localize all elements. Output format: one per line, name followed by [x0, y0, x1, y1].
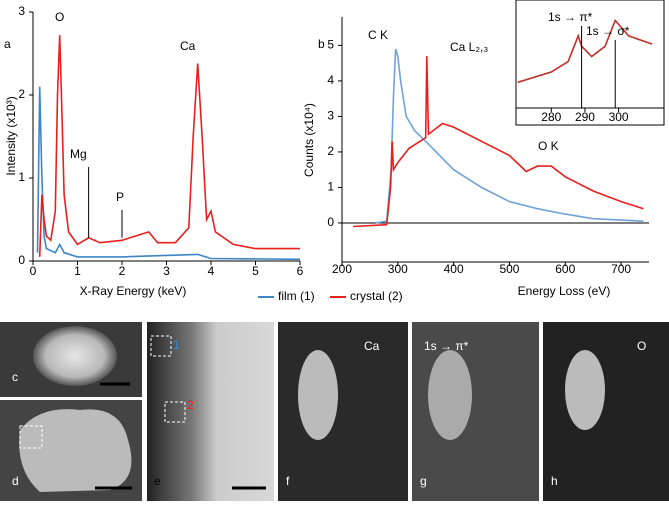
- image-annotation: 1: [173, 338, 180, 352]
- y-tick-label: 5: [327, 38, 334, 52]
- map: [298, 350, 338, 440]
- roi: [164, 401, 186, 423]
- image-e: [147, 322, 274, 501]
- image-h: [543, 322, 669, 501]
- x-tick-label: 500: [499, 262, 519, 276]
- series-line: [517, 18, 653, 84]
- y-tick-label: 3: [327, 109, 334, 123]
- panel-label: h: [551, 474, 558, 488]
- x-tick-label: 0: [30, 264, 37, 278]
- series-line: [353, 56, 644, 228]
- x-tick-label: 3: [163, 264, 170, 278]
- x-tick-label: 400: [444, 262, 464, 276]
- y-tick-label: 1: [327, 180, 334, 194]
- annotation: P: [116, 190, 124, 204]
- x-axis-label: Energy Loss (eV): [518, 284, 611, 298]
- panel-label: e: [154, 474, 161, 488]
- panel-label: c: [12, 370, 18, 384]
- x-tick-label: 300: [609, 110, 629, 124]
- roi: [19, 425, 43, 449]
- y-tick-label: 2: [327, 144, 334, 158]
- x-tick-label: 300: [388, 262, 408, 276]
- roi: [150, 335, 172, 357]
- x-axis-label: X-Ray Energy (keV): [80, 284, 187, 298]
- x-tick-label: 5: [252, 264, 259, 278]
- y-tick-label: 4: [327, 73, 334, 87]
- map: [428, 350, 472, 440]
- x-tick-label: 200: [332, 262, 352, 276]
- x-tick-label: 6: [297, 264, 304, 278]
- y-tick-label: 2: [18, 87, 25, 101]
- x-tick-label: 290: [575, 110, 595, 124]
- legend-label: film (1): [278, 289, 315, 303]
- annotation: C K: [368, 28, 388, 42]
- x-tick-label: 1: [74, 264, 81, 278]
- x-tick-label: 280: [541, 110, 561, 124]
- image-panels: [0, 322, 669, 501]
- image-f: [278, 322, 408, 501]
- y-axis-label: Intensity (x10³): [4, 96, 18, 175]
- image-annotation: 1s → π*: [424, 339, 469, 353]
- x-tick-label: 700: [611, 262, 631, 276]
- panel-label: f: [286, 474, 290, 488]
- annotation: Mg: [70, 147, 87, 161]
- series-line: [375, 48, 644, 224]
- panel-label: g: [420, 474, 427, 488]
- y-axis-label: Counts (x10⁴): [302, 103, 316, 177]
- series-line: [36, 86, 301, 261]
- y-tick-label: 0: [18, 253, 25, 267]
- annotation: O K: [538, 139, 559, 153]
- annotation: Ca: [180, 39, 196, 53]
- legend-label: crystal (2): [350, 289, 403, 303]
- inset-frame: [515, 0, 665, 126]
- map: [565, 350, 605, 430]
- particle: [33, 326, 117, 386]
- annotation: Ca L₂,₃: [450, 40, 488, 54]
- annotation: O: [55, 10, 64, 24]
- series-line: [38, 35, 300, 257]
- y-tick-label: 1: [18, 170, 25, 184]
- particle: [19, 409, 132, 492]
- annotation: 1s → σ*: [586, 24, 630, 38]
- y-tick-label: 0: [327, 215, 334, 229]
- panel-label: a: [4, 37, 11, 51]
- panel-label: b: [318, 37, 325, 51]
- x-tick-label: 4: [208, 264, 215, 278]
- image-annotation: O: [637, 339, 646, 353]
- panel-label: d: [12, 474, 19, 488]
- image-annotation: 2: [187, 398, 194, 412]
- y-tick-label: 3: [18, 4, 25, 18]
- annotation: 1s → π*: [548, 10, 593, 24]
- x-tick-label: 2: [119, 264, 126, 278]
- x-tick-label: 600: [555, 262, 575, 276]
- image-annotation: Ca: [364, 339, 380, 353]
